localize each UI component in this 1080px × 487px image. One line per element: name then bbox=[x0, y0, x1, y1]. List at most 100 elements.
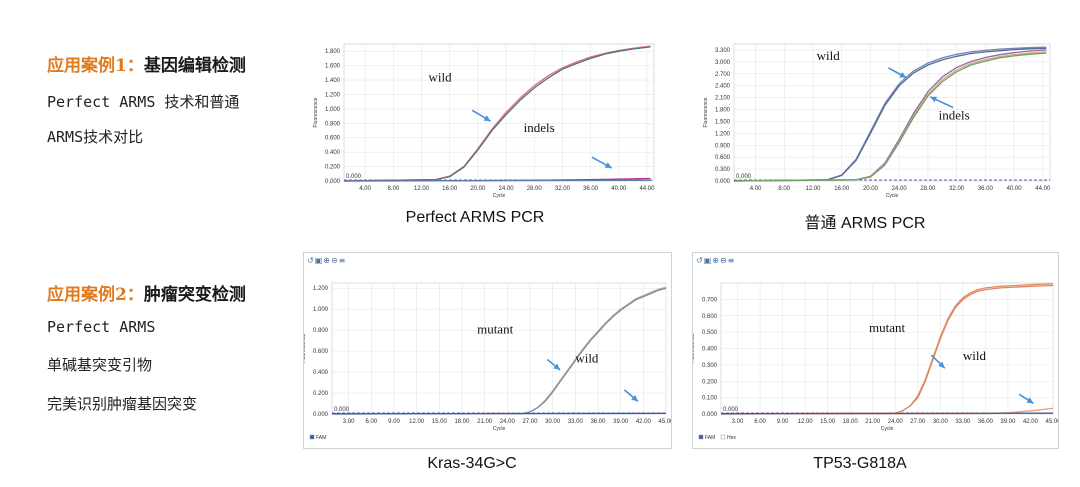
x-tick-label: 33.00 bbox=[955, 419, 971, 425]
annotation-wild: wild bbox=[963, 348, 987, 363]
zoom-in-icon[interactable]: ⊕ bbox=[323, 256, 331, 265]
y-tick-label: 0.400 bbox=[325, 150, 341, 156]
amplification-curve-2 bbox=[733, 47, 1047, 182]
y-tick-label: 0.600 bbox=[325, 136, 341, 142]
chart3-caption: Kras-34G>C bbox=[427, 455, 517, 472]
chart4-caption: TP53-G818A bbox=[813, 455, 907, 472]
x-tick-label: 21.00 bbox=[477, 419, 493, 425]
x-tick-label: 3.00 bbox=[343, 419, 355, 425]
section2-title-main: 肿瘤突变检测 bbox=[143, 285, 246, 305]
annotation-indels: indels bbox=[939, 107, 970, 122]
menu-icon[interactable]: ≡ bbox=[338, 256, 347, 265]
annotation-wild: wild bbox=[817, 48, 841, 63]
amplification-curve-2 bbox=[720, 284, 1054, 415]
x-tick-label: 28.00 bbox=[527, 186, 543, 192]
reset-zoom-icon[interactable]: ↺ bbox=[307, 256, 315, 265]
x-axis-label: Cycle bbox=[493, 193, 506, 199]
x-tick-label: 4.00 bbox=[750, 186, 762, 192]
x-tick-label: 12.00 bbox=[805, 186, 821, 192]
section2-line-2: 单碱基突变引物 bbox=[47, 356, 153, 374]
legend-item: FAM bbox=[316, 435, 326, 441]
chart-normal-arms: 0.000 0.300 0.600 0.900 1.200 1.500 1.800 2.100… bbox=[694, 38, 1054, 208]
y-tick-label: 1.000 bbox=[325, 107, 341, 113]
pointer-arrow-head bbox=[930, 96, 938, 103]
zoom-in-icon[interactable]: ⊕ bbox=[712, 256, 720, 265]
y-tick-label: 0.800 bbox=[313, 328, 329, 334]
x-tick-label: 15.00 bbox=[432, 419, 448, 425]
x-tick-label: 16.00 bbox=[442, 186, 458, 192]
chart2-caption: 普通 ARMS PCR bbox=[804, 215, 926, 232]
pointer-arrow-head bbox=[1026, 397, 1034, 404]
annotation-wild: wild bbox=[429, 69, 453, 84]
menu-icon[interactable]: ≡ bbox=[727, 256, 736, 265]
x-tick-label: 24.00 bbox=[892, 186, 908, 192]
zoom-out-icon[interactable]: ⊖ bbox=[719, 256, 728, 265]
x-tick-label: 32.00 bbox=[555, 186, 571, 192]
y-tick-label: 1.500 bbox=[715, 119, 731, 125]
chart-normal-arms-svg: 0.000 0.300 0.600 0.900 1.200 1.500 1.800 2.100… bbox=[703, 43, 1051, 199]
y-tick-label: 1.000 bbox=[313, 307, 329, 313]
y-tick-label: 1.400 bbox=[325, 78, 341, 84]
y-tick-label: 0.000 bbox=[715, 179, 731, 185]
y-tick-label: 1.200 bbox=[715, 131, 731, 137]
y-tick-label: 0.300 bbox=[702, 363, 718, 369]
chart3-toolbar: ↺▣⊕⊖≡ bbox=[307, 256, 346, 265]
y-tick-label: 0.600 bbox=[313, 349, 329, 355]
select-icon[interactable]: ▣ bbox=[314, 256, 324, 265]
annotation-mutant: mutant bbox=[869, 320, 905, 335]
section1-line-2: ARMS技术对比 bbox=[47, 128, 144, 146]
amplification-curve-2 bbox=[343, 46, 651, 182]
legend-swatch bbox=[720, 434, 726, 440]
y-tick-label: 3.300 bbox=[715, 48, 731, 54]
y-tick-label: 2.400 bbox=[715, 84, 731, 90]
x-tick-label: 36.00 bbox=[583, 186, 599, 192]
x-tick-label: 42.00 bbox=[1023, 419, 1039, 425]
x-tick-label: 36.00 bbox=[590, 419, 606, 425]
legend-item: FAM bbox=[705, 435, 715, 441]
y-axis-label: Fluorescence bbox=[703, 97, 709, 127]
x-tick-label: 9.00 bbox=[777, 419, 789, 425]
y-tick-label: 0.600 bbox=[715, 155, 731, 161]
x-tick-label: 40.00 bbox=[611, 186, 627, 192]
y-tick-label: 0.000 bbox=[325, 179, 341, 185]
y-tick-label: 1.600 bbox=[325, 64, 341, 70]
y-tick-label: 3.000 bbox=[715, 60, 731, 66]
chart4-toolbar: ↺▣⊕⊖≡ bbox=[696, 256, 735, 265]
y-tick-label: 0.800 bbox=[325, 121, 341, 127]
y-tick-label: 0.300 bbox=[715, 167, 731, 173]
chart-perfect-arms: 0.000 0.200 0.400 0.600 0.800 1.000 1.200 1.400… bbox=[306, 38, 658, 208]
chart-kras: ↺▣⊕⊖≡ 0.000 0.200 0.400 0.600 0.800 1.000 1.20… bbox=[301, 252, 674, 449]
amplification-curve-5 bbox=[733, 52, 1047, 182]
y-tick-label: 1.200 bbox=[325, 92, 341, 98]
chart-perfect-arms-svg: 0.000 0.200 0.400 0.600 0.800 1.000 1.200 1.400… bbox=[313, 43, 655, 199]
select-icon[interactable]: ▣ bbox=[703, 256, 713, 265]
amplification-curve-2 bbox=[331, 287, 667, 415]
x-tick-label: 30.00 bbox=[933, 419, 949, 425]
annotation-mutant: mutant bbox=[477, 321, 513, 336]
section2-title-prefix: 应用案例2： bbox=[47, 285, 144, 305]
pointer-arrow-head bbox=[553, 363, 561, 370]
threshold-label: 0.000 bbox=[736, 174, 752, 180]
y-tick-label: 2.100 bbox=[715, 96, 731, 102]
zoom-out-icon[interactable]: ⊖ bbox=[330, 256, 339, 265]
x-tick-label: 8.00 bbox=[778, 186, 790, 192]
reset-zoom-icon[interactable]: ↺ bbox=[696, 256, 704, 265]
x-tick-label: 21.00 bbox=[865, 419, 881, 425]
x-tick-label: 42.00 bbox=[636, 419, 652, 425]
x-tick-label: 9.00 bbox=[388, 419, 400, 425]
x-tick-label: 32.00 bbox=[949, 186, 965, 192]
x-tick-label: 36.00 bbox=[978, 419, 994, 425]
x-tick-label: 6.00 bbox=[365, 419, 377, 425]
x-tick-label: 24.00 bbox=[499, 186, 515, 192]
section1-title-prefix: 应用案例1： bbox=[47, 56, 144, 76]
x-tick-label: 40.00 bbox=[1007, 186, 1023, 192]
x-tick-label: 27.00 bbox=[522, 419, 538, 425]
section2-title: 应用案例2：肿瘤突变检测 bbox=[47, 280, 246, 305]
x-tick-label: 12.00 bbox=[414, 186, 430, 192]
amplification-curve-4 bbox=[720, 412, 1054, 415]
x-tick-label: 4.00 bbox=[359, 186, 371, 192]
x-tick-label: 24.00 bbox=[888, 419, 904, 425]
y-tick-label: 0.700 bbox=[702, 297, 718, 303]
x-tick-label: 12.00 bbox=[798, 419, 814, 425]
x-tick-label: 44.00 bbox=[1035, 186, 1051, 192]
